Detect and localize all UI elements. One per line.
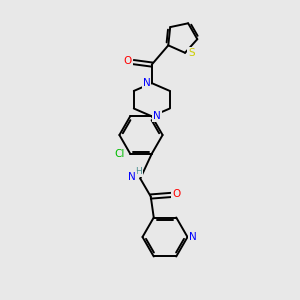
Text: N: N bbox=[128, 172, 136, 182]
Text: N: N bbox=[142, 78, 150, 88]
Text: H: H bbox=[135, 167, 142, 176]
Text: Cl: Cl bbox=[115, 149, 125, 159]
Text: O: O bbox=[124, 56, 132, 66]
Text: N: N bbox=[153, 111, 161, 121]
Text: O: O bbox=[172, 188, 180, 199]
Text: S: S bbox=[188, 48, 195, 58]
Text: N: N bbox=[189, 232, 197, 242]
